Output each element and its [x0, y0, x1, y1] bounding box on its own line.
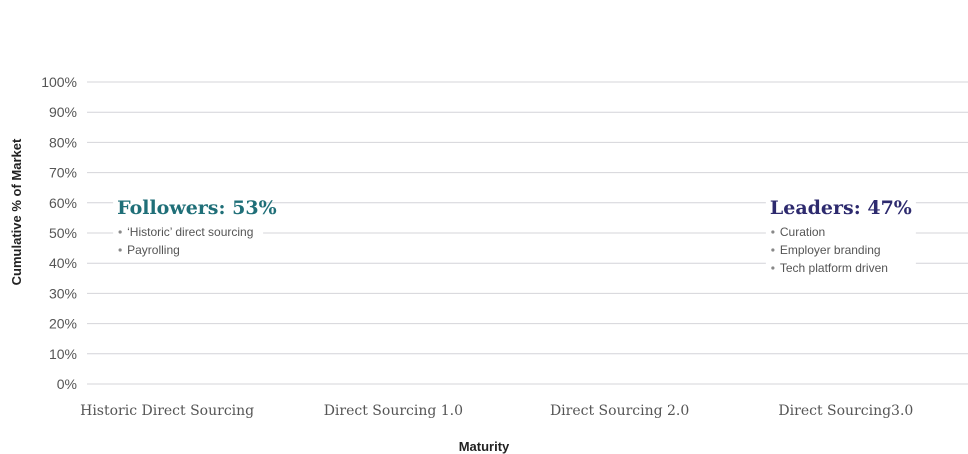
y-tick-label: 10% [49, 346, 77, 362]
annotation-group: Followers: 53% ‘Historic’ direct sourcing… [113, 194, 277, 260]
annotation-group: Leaders: 47% Curation Employer branding Tec… [765, 194, 916, 278]
x-category-label: Direct Sourcing3.0 [778, 403, 913, 419]
annotation-bullet: Employer branding [780, 243, 881, 257]
annotation-bullet: Curation [780, 225, 825, 239]
y-axis-title: Cumulative % of Market [9, 138, 24, 285]
y-tick-label: 100% [41, 74, 77, 90]
annotation-title: Followers: 53% [117, 197, 277, 219]
y-tick-label: 90% [49, 104, 77, 120]
annotations: Followers: 53% ‘Historic’ direct sourcing… [113, 194, 916, 278]
annotation-backdrop [113, 194, 264, 260]
x-category-label: Direct Sourcing 2.0 [550, 403, 689, 419]
bullet-icon [118, 248, 122, 252]
y-tick-label: 60% [49, 195, 77, 211]
y-axis-ticks: 0% 10% 20% 30% 40% 50% 60% 70% 80% 90% 100% [41, 74, 77, 392]
annotation-title: Leaders: 47% [770, 197, 912, 219]
y-tick-label: 80% [49, 134, 77, 150]
y-tick-label: 20% [49, 316, 77, 332]
x-axis-categories: Historic Direct Sourcing Direct Sourcing … [80, 403, 913, 419]
y-tick-label: 40% [49, 255, 77, 271]
y-tick-label: 0% [57, 376, 77, 392]
bullet-icon [118, 230, 122, 234]
x-category-label: Direct Sourcing 1.0 [324, 403, 463, 419]
annotation-bullet: ‘Historic’ direct sourcing [127, 225, 253, 239]
y-tick-label: 50% [49, 225, 77, 241]
y-tick-label: 30% [49, 285, 77, 301]
x-category-label: Historic Direct Sourcing [80, 403, 254, 419]
annotation-bullet: Tech platform driven [780, 261, 888, 275]
y-tick-label: 70% [49, 165, 77, 181]
annotation-bullet: Payrolling [127, 243, 180, 257]
annotation-backdrop [765, 194, 916, 278]
bullet-icon [771, 230, 775, 234]
bullet-icon [771, 266, 775, 270]
bullet-icon [771, 248, 775, 252]
x-axis-title: Maturity [459, 439, 510, 454]
